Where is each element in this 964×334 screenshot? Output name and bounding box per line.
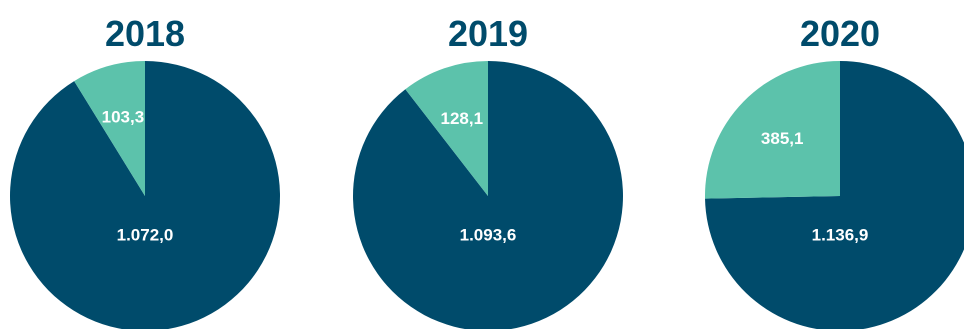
pie-slice-main — [9, 61, 280, 331]
pie-label-secondary: 103,3 — [102, 108, 145, 127]
pie-slice-secondary — [74, 61, 145, 196]
pie-slice-secondary — [705, 61, 840, 199]
pie-chart-2019: 2019 1.093,6 128,1 — [352, 13, 623, 332]
pie-slice-secondary — [405, 61, 488, 196]
pie-title: 2020 — [800, 13, 880, 54]
pie-title: 2019 — [448, 13, 528, 54]
pie-label-main: 1.136,9 — [812, 225, 869, 244]
pie-label-main: 1.093,6 — [460, 225, 517, 244]
pie-slice-main — [705, 61, 964, 331]
pie-label-secondary: 385,1 — [761, 129, 804, 148]
pie-label-main: 1.072,0 — [117, 225, 174, 244]
pie-chart-2018: 2018 1.072,0 103,3 — [9, 13, 280, 331]
pie-slice-main — [352, 61, 623, 332]
pie-label-secondary: 128,1 — [441, 109, 484, 128]
pie-title: 2018 — [105, 13, 185, 54]
pie-chart-2020: 2020 1.136,9 385,1 — [705, 13, 964, 331]
